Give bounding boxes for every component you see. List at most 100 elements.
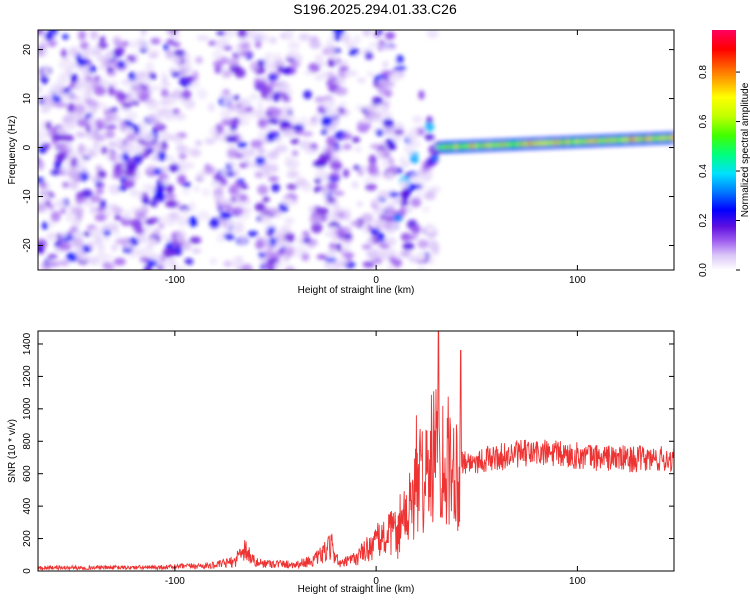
spectrogram-cell (41, 191, 50, 200)
spectrogram-cell (428, 240, 440, 252)
spectrogram-cell (83, 200, 93, 207)
spectrogram-cell (156, 108, 168, 116)
snr-y-tick-label: 400 (22, 497, 33, 514)
spectrogram-cell (171, 41, 181, 48)
spectrogram-cell (99, 62, 106, 72)
spectrogram-cell (223, 260, 233, 267)
spectrogram-cell (326, 38, 333, 48)
spectrogram-cell (329, 160, 342, 171)
spectrogram-cell (371, 96, 384, 106)
spectrogram-cell (161, 178, 169, 185)
spectrogram-cell (386, 205, 395, 216)
spectrogram-cell (219, 211, 232, 221)
spectrogram-cell (65, 212, 76, 223)
spectrogram-x-label: Height of straight line (km) (298, 285, 415, 296)
spectrogram-cell (254, 80, 268, 91)
spectrogram-cell (113, 41, 126, 47)
spectrogram-cell (178, 160, 187, 171)
snr-frame (37, 330, 675, 572)
spectrogram-cell (149, 85, 162, 91)
spectrogram-cell (170, 71, 181, 78)
spectrogram-cell (112, 207, 124, 214)
spectrogram-cell (423, 191, 436, 201)
spectrogram-cell (58, 259, 70, 267)
spectrogram-cell (382, 172, 391, 179)
spectrogram-cell (107, 85, 115, 96)
spectrogram-cell (366, 71, 375, 78)
spectrogram-cell (145, 147, 155, 154)
spectrogram-cell (75, 131, 87, 138)
spectrogram-cell (302, 184, 312, 192)
spectrogram-cell (62, 165, 70, 174)
spectrogram-cell (342, 168, 350, 178)
snr-y-tick-label: 1000 (22, 397, 33, 420)
spectrogram-cell (324, 98, 336, 108)
spectrogram-cell (378, 190, 391, 199)
spectrogram-cell (381, 158, 390, 169)
spectrogram-cell (368, 42, 381, 48)
spectrogram-cell (299, 140, 312, 150)
spectrogram-cell (38, 202, 46, 213)
spectrogram-cell (314, 74, 324, 81)
spectrogram-cell (368, 248, 381, 259)
spectrogram-cell (158, 215, 171, 224)
spectrogram-cell (134, 145, 144, 155)
spectrogram-cell (287, 171, 300, 177)
spectrogram-cell (207, 102, 215, 112)
spectrogram-cell (256, 59, 266, 66)
spectrogram-cell (314, 171, 327, 178)
spectrogram-cell (351, 48, 360, 54)
spectrogram-cell (387, 142, 397, 151)
spectrogram-cell (400, 188, 411, 200)
spectrogram-cell (149, 72, 157, 80)
spectrogram-cell (139, 247, 153, 257)
spectrogram-cell (394, 253, 401, 259)
spectrogram-cell (373, 32, 381, 38)
spectrogram-cell (350, 220, 363, 227)
spectrogram-cell (151, 195, 163, 202)
spectrogram-cell (382, 100, 390, 110)
spectrogram-cell (39, 120, 48, 131)
spectrogram-cell (383, 215, 394, 222)
spectrogram-cell (314, 96, 326, 103)
spectrogram-cell (156, 265, 164, 270)
spectrogram-cell (327, 59, 336, 68)
spectrogram-cell (257, 98, 264, 110)
snr-y-tick-label: 1400 (22, 332, 33, 355)
spectrogram-cell (362, 261, 376, 268)
spectrogram-cell (234, 223, 245, 234)
spectrogram-cell (382, 124, 395, 136)
spectrogram-cell (158, 223, 165, 229)
spectrogram-cell (426, 30, 439, 39)
spectrogram-cell (195, 56, 203, 64)
spectrogram-y-tick-label: -10 (22, 189, 33, 204)
spectrogram-cell (204, 137, 216, 145)
spectrogram-cell (102, 236, 111, 242)
spectrogram-cell (308, 62, 321, 73)
spectrogram-cell (257, 184, 269, 196)
spectrogram-cell (93, 85, 106, 97)
spectrogram-cell (377, 149, 385, 160)
spectrogram-cell (173, 112, 187, 121)
spectrogram-cell (317, 105, 325, 114)
spectrogram-cell (248, 147, 255, 157)
spectrogram-cell (248, 162, 259, 169)
spectrogram-cell (138, 120, 148, 131)
spectrogram-cell (247, 230, 259, 237)
spectrogram-cell (89, 205, 97, 215)
spectrogram-cell (70, 157, 80, 169)
spectrogram-cell (42, 67, 50, 77)
spectrogram-cell (219, 196, 228, 205)
spectrogram-cell (266, 257, 280, 264)
spectrogram-cell (340, 133, 353, 140)
spectrogram-cell (77, 143, 85, 155)
spectrogram-cell (133, 192, 143, 199)
spectrogram-cell (123, 168, 137, 178)
spectrogram-cell (232, 256, 243, 266)
spectrogram-cell (115, 143, 127, 150)
spectrogram-cell (267, 226, 276, 234)
spectrogram-cell (223, 70, 233, 78)
spectrogram-cell (113, 166, 124, 178)
spectrogram-cell (81, 80, 92, 89)
spectrogram-cell (410, 184, 423, 190)
